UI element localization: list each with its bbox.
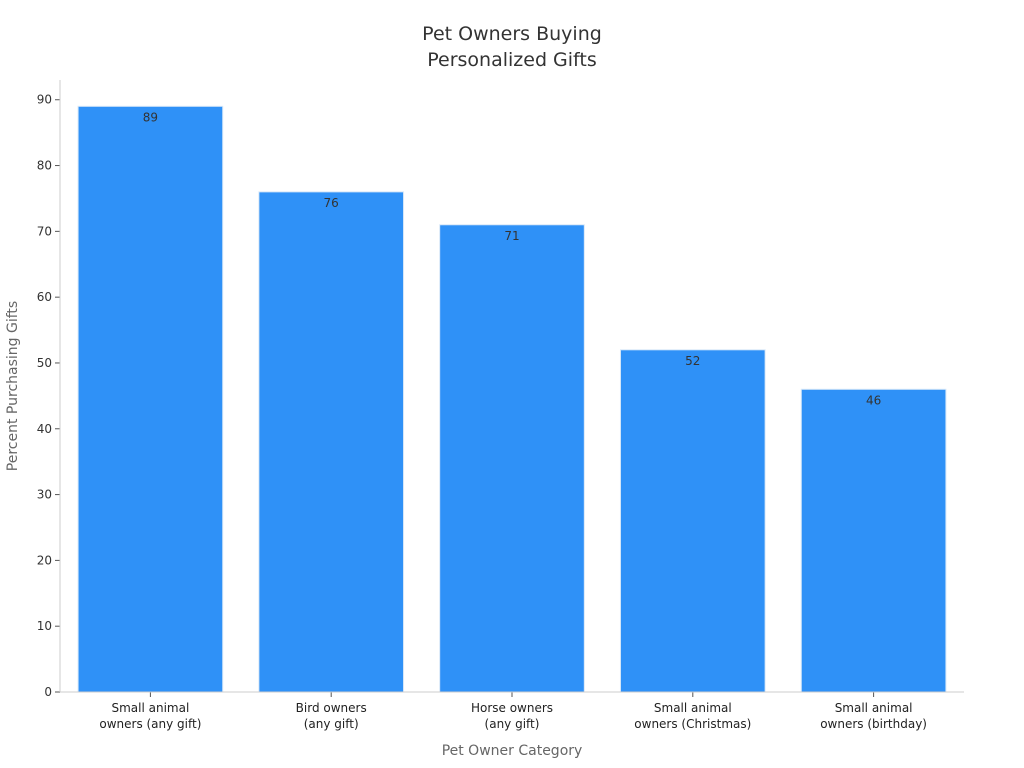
bar-value-label: 76 — [324, 196, 339, 210]
x-tick-label: Small animal — [111, 701, 189, 715]
chart-title: Pet Owners Buying Personalized Gifts — [422, 23, 602, 71]
y-tick-label: 40 — [37, 422, 52, 436]
chart-title-line-1: Pet Owners Buying — [422, 23, 602, 45]
x-tick-label: (any gift) — [304, 717, 359, 731]
y-axis-label: Percent Purchasing Gifts — [5, 301, 21, 471]
bar-value-label: 71 — [504, 229, 519, 243]
chart-title-line-2: Personalized Gifts — [427, 49, 597, 71]
y-tick-label: 50 — [37, 356, 52, 370]
x-axis-label: Pet Owner Category — [442, 743, 583, 759]
x-tick-label: owners (birthday) — [820, 717, 927, 731]
x-tick-label: (any gift) — [485, 717, 540, 731]
bar — [800, 388, 947, 693]
bar-value-label: 52 — [685, 354, 700, 368]
bar — [439, 224, 585, 693]
bar — [619, 349, 766, 693]
bar-value-label: 89 — [143, 110, 158, 124]
x-tick-label: owners (Christmas) — [634, 717, 751, 731]
x-tick-label: Bird owners — [296, 701, 367, 715]
bar — [77, 105, 224, 693]
x-tick-label: owners (any gift) — [99, 717, 201, 731]
x-tick-label: Small animal — [654, 701, 732, 715]
y-tick-label: 90 — [37, 93, 52, 107]
bar-value-label: 46 — [866, 393, 881, 407]
y-tick-label: 20 — [37, 553, 52, 567]
y-tick-label: 60 — [37, 290, 52, 304]
y-tick-label: 0 — [44, 685, 52, 699]
y-tick-label: 80 — [37, 159, 52, 173]
x-tick-label: Horse owners — [471, 701, 553, 715]
x-axis-tick-labels: Small animal owners (any gift) Bird owners… — [99, 692, 927, 731]
bar — [258, 191, 405, 693]
y-axis-ticks: 0 10 20 30 40 50 60 70 80 90 — [37, 93, 60, 699]
x-tick-label: Small animal — [835, 701, 913, 715]
bars: 89 76 71 52 46 — [77, 105, 947, 693]
y-tick-label: 70 — [37, 224, 52, 238]
y-tick-label: 30 — [37, 488, 52, 502]
y-tick-label: 10 — [37, 619, 52, 633]
